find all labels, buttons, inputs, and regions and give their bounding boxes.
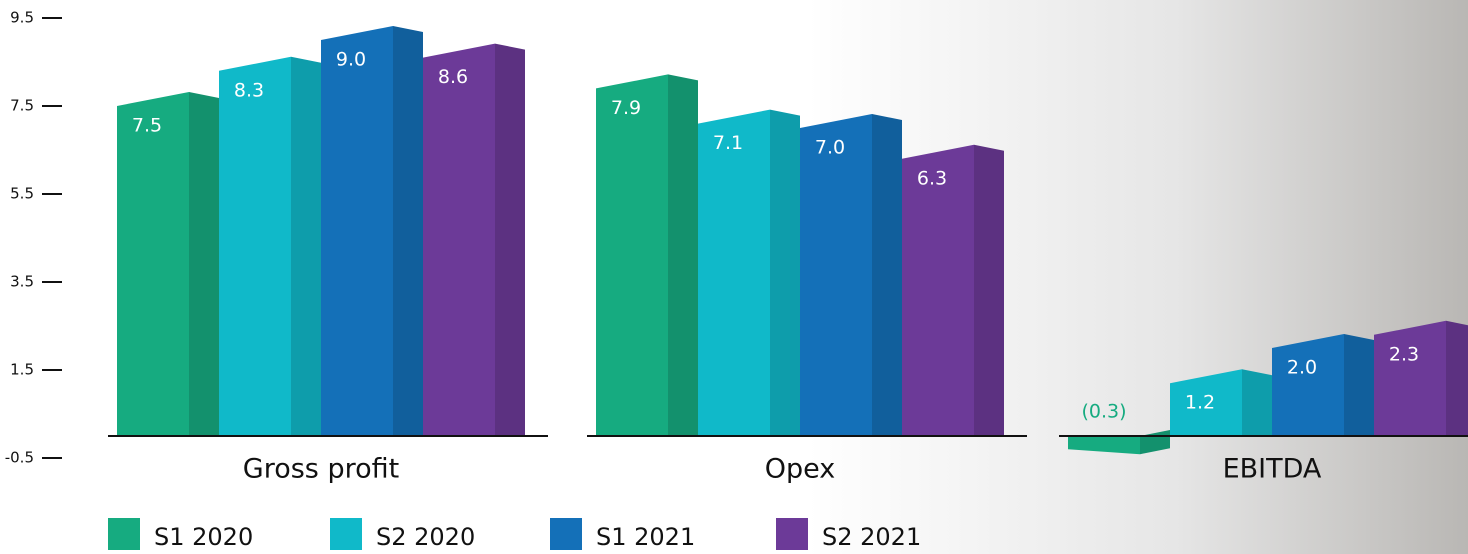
bar — [219, 56, 291, 437]
bar — [1068, 436, 1140, 455]
value-label: 2.3 — [1389, 343, 1419, 365]
bar — [1170, 369, 1242, 436]
legend-label: S1 2020 — [154, 523, 253, 551]
bar-side — [1140, 430, 1170, 455]
value-label: 1.2 — [1185, 392, 1215, 414]
bar — [117, 92, 189, 436]
bar-side — [1242, 369, 1272, 436]
bar — [596, 74, 668, 437]
legend-label: S1 2021 — [596, 523, 695, 551]
legend-swatch — [776, 518, 808, 550]
legend-label: S2 2020 — [376, 523, 475, 551]
bar — [902, 144, 974, 437]
y-tick-label: 5.5 — [10, 185, 34, 203]
value-label: 7.0 — [815, 137, 845, 159]
value-label: 2.0 — [1287, 357, 1317, 379]
value-label: 6.3 — [917, 167, 947, 189]
value-label: 7.9 — [611, 97, 641, 119]
value-label: 7.5 — [132, 115, 162, 137]
y-tick-label: 9.5 — [10, 9, 34, 27]
bar — [321, 26, 393, 436]
bar — [423, 43, 495, 436]
y-tick-label: 7.5 — [10, 97, 34, 115]
bar-side — [872, 114, 902, 436]
value-label: (0.3) — [1081, 401, 1126, 423]
bar-side — [1344, 334, 1374, 436]
bar — [698, 109, 770, 436]
y-tick-label: 3.5 — [10, 273, 34, 291]
legend-swatch — [108, 518, 140, 550]
category-label: Gross profit — [243, 454, 399, 485]
bar-side — [393, 26, 423, 436]
bar-side — [974, 144, 1004, 437]
legend-swatch — [330, 518, 362, 550]
bar — [800, 114, 872, 436]
category-label: Opex — [765, 454, 836, 485]
bar-side — [770, 109, 800, 436]
y-tick-label: -0.5 — [5, 449, 34, 467]
bar-side — [668, 74, 698, 437]
bar-side — [189, 92, 219, 436]
value-label: 8.6 — [438, 66, 468, 88]
bar-side — [495, 43, 525, 436]
bar — [1272, 334, 1344, 436]
legend-label: S2 2021 — [822, 523, 921, 551]
category-label: EBITDA — [1223, 454, 1322, 485]
value-label: 7.1 — [713, 132, 743, 154]
bar-side — [1446, 320, 1468, 436]
value-label: 8.3 — [234, 79, 264, 101]
value-label: 9.0 — [336, 49, 366, 71]
bar — [1374, 320, 1446, 436]
y-tick-label: 1.5 — [10, 361, 34, 379]
bar-side — [291, 56, 321, 437]
legend-swatch — [550, 518, 582, 550]
